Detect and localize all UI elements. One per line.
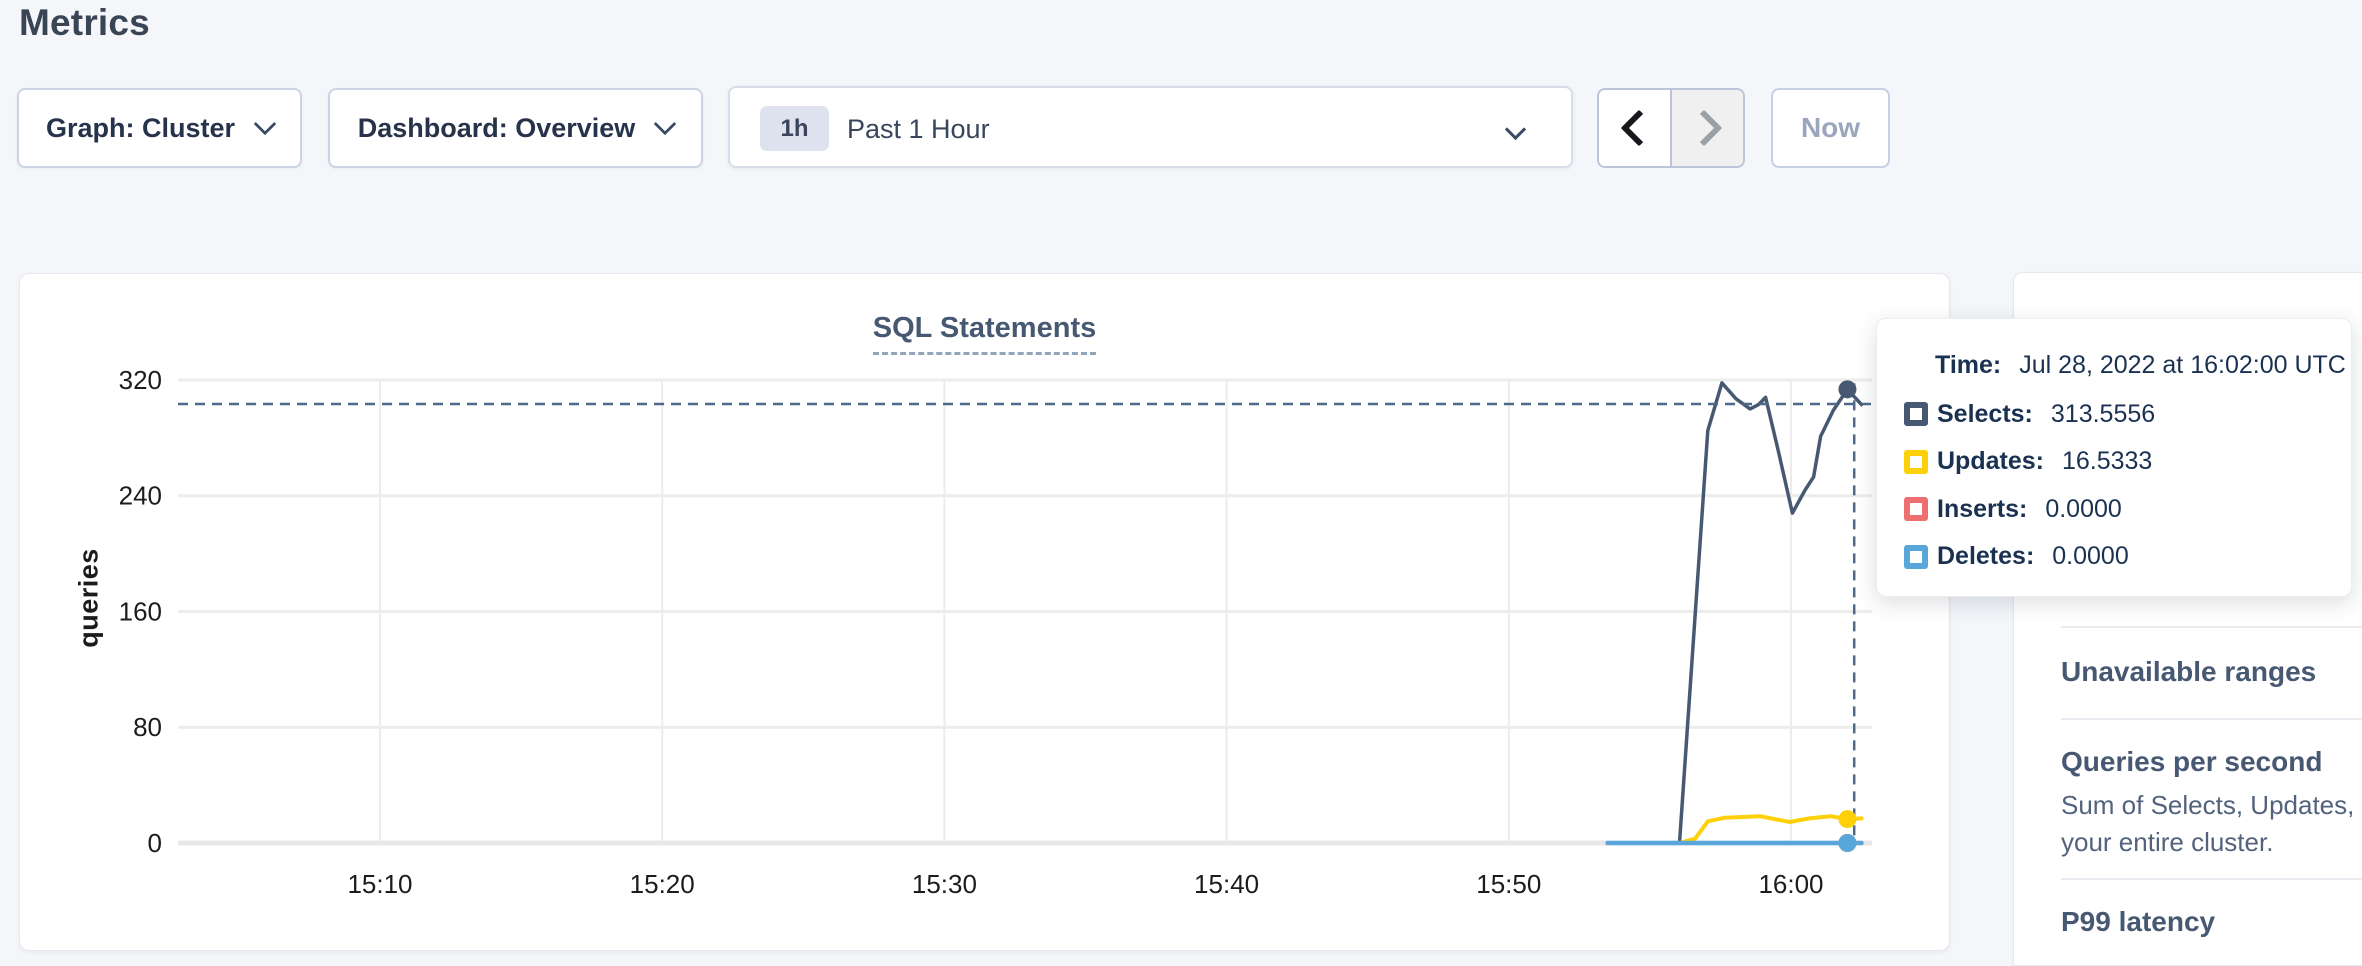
tooltip-series-value: 16.5333	[2061, 447, 2153, 475]
y-axis-title: queries	[73, 548, 104, 648]
chevron-right-icon	[1685, 109, 1722, 147]
tooltip-series-row: Deletes: 0.0000	[1904, 539, 2129, 575]
tooltip-series-row: Inserts: 0.0000	[1904, 491, 2122, 527]
tooltip-time-value: Jul 28, 2022 at 16:02:00 UTC	[2019, 350, 2346, 379]
time-window-badge: 1h	[760, 106, 829, 151]
graph-scope-dropdown-label: Graph: Cluster	[45, 112, 236, 143]
tooltip-series-row: Updates: 16.5333	[1904, 444, 2152, 480]
sidebar-section-description-line: your entire cluster.	[2061, 827, 2274, 857]
tooltip-time-label: Time:	[1935, 350, 2002, 379]
chevron-down-icon	[653, 112, 677, 136]
sidebar-section-heading: Unavailable ranges	[2061, 656, 2317, 687]
dashboard-dropdown[interactable]: Dashboard: Overview	[328, 88, 703, 168]
page-title: Metrics	[19, 2, 150, 43]
sidebar-section-heading: P99 latency	[2061, 906, 2216, 937]
tooltip-series-value: 313.5556	[2050, 399, 2156, 428]
chart-title[interactable]: SQL Statements	[872, 312, 1097, 355]
series-swatch-icon	[1904, 497, 1928, 521]
next-time-window-button[interactable]	[1672, 90, 1743, 166]
chart-hover-tooltip: Time: Jul 28, 2022 at 16:02:00 UTC Selec…	[1876, 318, 2352, 597]
chevron-down-icon	[253, 112, 277, 136]
time-step-buttons	[1597, 88, 1745, 168]
sidebar-section-heading: Queries per second	[2061, 746, 2323, 777]
tooltip-series-label: Updates:	[1937, 447, 2044, 475]
time-window-label: Past 1 Hour	[847, 113, 990, 144]
series-swatch-icon	[1904, 544, 1928, 569]
tooltip-series-value: 0.0000	[2045, 494, 2122, 523]
time-window-dropdown[interactable]: 1h Past 1 Hour	[728, 86, 1573, 168]
tooltip-series-label: Inserts:	[1937, 494, 2028, 523]
now-button[interactable]: Now	[1771, 88, 1890, 168]
dashboard-dropdown-label: Dashboard: Overview	[357, 112, 636, 143]
sidebar-section-description-line: Sum of Selects, Updates, Inser	[2061, 790, 2362, 820]
tooltip-series-row: Selects: 313.5556	[1904, 396, 2155, 432]
tooltip-series-label: Selects:	[1937, 399, 2033, 428]
previous-time-window-button[interactable]	[1599, 90, 1672, 166]
tooltip-time-row: Time: Jul 28, 2022 at 16:02:00 UTC	[1935, 347, 2346, 383]
tooltip-series-label: Deletes:	[1937, 542, 2035, 570]
chevron-down-icon	[1504, 118, 1527, 141]
sidebar-divider	[2061, 626, 2362, 628]
tooltip-series-value: 0.0000	[2052, 542, 2129, 570]
chevron-left-icon	[1620, 109, 1657, 147]
series-swatch-icon	[1904, 402, 1928, 426]
sidebar-divider	[2061, 718, 2362, 720]
sidebar-divider	[2061, 878, 2362, 880]
graph-scope-dropdown[interactable]: Graph: Cluster	[17, 88, 302, 168]
series-swatch-icon	[1904, 449, 1928, 474]
chart-plot-area[interactable]	[178, 380, 1872, 843]
